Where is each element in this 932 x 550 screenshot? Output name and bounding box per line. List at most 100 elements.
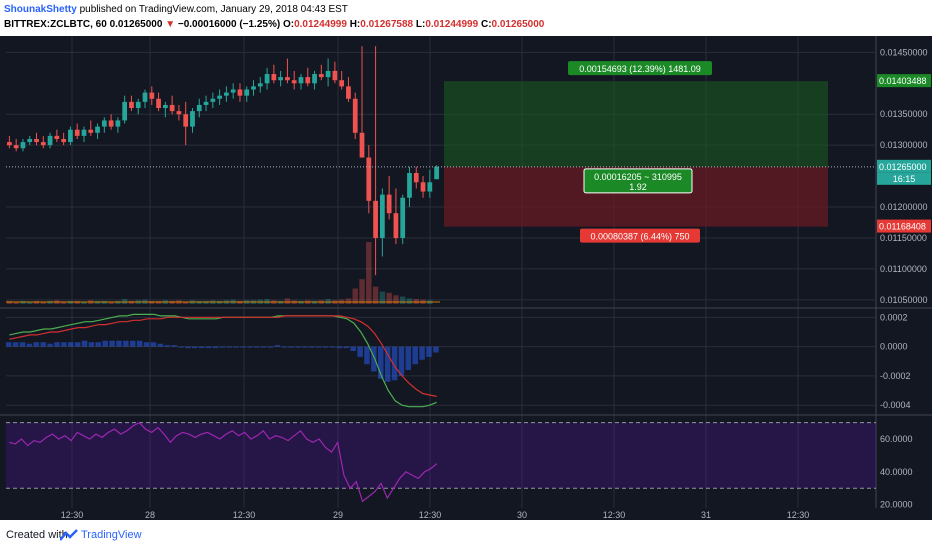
macd-histogram-bar xyxy=(295,346,301,348)
candle-body xyxy=(95,126,100,133)
candle-body xyxy=(210,98,216,102)
close-label: C: xyxy=(480,19,492,30)
chart-header: ShounakShetty published on TradingView.c… xyxy=(0,0,932,36)
macd-histogram-bar xyxy=(130,340,136,347)
candle-body xyxy=(339,80,345,87)
macd-histogram-bar xyxy=(33,342,40,347)
ratio-label-text: 0.00016205 ~ 310995 xyxy=(594,172,682,182)
macd-histogram-bar xyxy=(54,342,60,347)
ratio-label-box xyxy=(583,168,693,194)
footer: Created with TradingView xyxy=(0,520,932,550)
macd-histogram-bar xyxy=(61,342,67,347)
macd-tick-label: -0.0004 xyxy=(880,400,911,410)
stop-label-text: 0.00080387 (6.44%) 750 xyxy=(590,232,689,242)
entry-price-tag-box xyxy=(877,159,931,173)
macd-tick-label: -0.0002 xyxy=(880,371,911,381)
chart-canvas[interactable]: 12:30 28 12:30 29 12:30 30 12:30 31 12:30 0.01450… xyxy=(0,36,932,520)
candle-body xyxy=(88,129,94,133)
candle-body xyxy=(20,142,26,149)
chart-area[interactable]: 12:30 28 12:30 29 12:30 30 12:30 31 12:30 0.01450… xyxy=(0,36,932,520)
x-tick-label: 12:30 xyxy=(603,510,626,520)
candle-body xyxy=(149,92,155,99)
candle-body xyxy=(359,132,365,158)
volume-bar xyxy=(352,288,358,304)
macd-histogram-bar xyxy=(350,346,356,352)
macd-histogram-bar xyxy=(6,342,12,347)
macd-histogram-bar xyxy=(398,346,405,376)
symbol-line: BITTREX:ZCLBTC, 60 0.01265000 ▼ −0.00016… xyxy=(4,19,544,30)
candle-body xyxy=(190,111,195,127)
macd-histogram-bar xyxy=(433,346,439,353)
volume-bar xyxy=(359,279,365,304)
macd-histogram-bar xyxy=(178,346,184,348)
macd-histogram-bar xyxy=(47,343,53,347)
candle-body xyxy=(101,120,107,127)
rsi-tick-label: 60.0000 xyxy=(880,434,913,444)
macd-histogram-bar xyxy=(205,346,212,349)
macd-histogram-bar xyxy=(123,340,129,347)
target-label-text: 0.00154693 (12.39%) 1481.09 xyxy=(579,64,701,74)
candle-body xyxy=(305,77,311,84)
candle-body xyxy=(386,194,392,214)
macd-histogram-bar xyxy=(412,346,418,365)
macd-histogram-bar xyxy=(419,346,425,360)
candle-body xyxy=(434,166,439,180)
candle-body xyxy=(183,114,189,127)
x-tick-label: 28 xyxy=(145,510,155,520)
x-tick-label: 12:30 xyxy=(787,510,810,520)
x-tick-label: 12:30 xyxy=(419,510,442,520)
macd-histogram-bar xyxy=(364,346,370,365)
x-tick-label: 12:30 xyxy=(233,510,256,520)
price-tick-label: 0.01050000 xyxy=(880,295,928,305)
signal-line xyxy=(9,315,437,397)
macd-histogram-bar xyxy=(260,346,267,348)
macd-histogram-bar xyxy=(185,346,191,349)
candle-body xyxy=(400,197,406,238)
author-name[interactable]: ShounakShetty xyxy=(4,4,77,15)
candle-body xyxy=(217,95,222,99)
stop-price-tag-box xyxy=(877,219,931,233)
macd-histogram-bar xyxy=(343,346,350,349)
stop-label-box xyxy=(580,228,700,243)
candle-body xyxy=(34,138,39,143)
target-zone xyxy=(444,81,828,167)
high-value: 0.01267588 xyxy=(360,19,414,30)
volume-bar xyxy=(379,291,386,304)
macd-histogram-bar xyxy=(12,342,19,347)
candle-body xyxy=(122,101,128,121)
tradingview-logo-icon xyxy=(60,529,78,541)
macd-histogram-bar xyxy=(88,342,95,347)
macd-histogram-bar xyxy=(267,346,274,348)
candle-body xyxy=(27,138,33,143)
price-tick-label: 0.01300000 xyxy=(880,140,928,150)
last-price: 0.01265000 xyxy=(109,19,163,30)
candle-body xyxy=(237,89,243,96)
macd-histogram-bar xyxy=(109,340,115,347)
stop-label: 0.00080387 (6.44%) 750 xyxy=(580,228,700,243)
macd-histogram-bar xyxy=(384,346,391,382)
rsi-tick-label: 40.0000 xyxy=(880,467,913,477)
volume-bar xyxy=(372,286,379,304)
macd-histogram-bar xyxy=(164,345,170,347)
target-label-box xyxy=(568,61,712,76)
candle-body xyxy=(413,173,419,183)
candle-body xyxy=(115,120,121,127)
publish-line: ShounakShetty published on TradingView.c… xyxy=(4,4,348,15)
candle-body xyxy=(162,104,168,109)
candle-body xyxy=(224,92,229,96)
candle-body xyxy=(332,70,338,81)
macd-histogram-bar xyxy=(150,342,157,347)
macd-histogram-bar xyxy=(426,346,432,357)
macd-histogram-bar xyxy=(357,346,363,357)
candle-body xyxy=(379,194,385,238)
macd-histogram-bar xyxy=(371,346,377,372)
macd-histogram-bar xyxy=(405,346,412,371)
volume-bar xyxy=(399,296,406,304)
close-value: 0.01265000 xyxy=(491,19,545,30)
volume-bar xyxy=(13,301,19,304)
low-label: L: xyxy=(415,19,426,30)
candle-body xyxy=(81,129,87,136)
tradingview-brand[interactable]: TradingView xyxy=(81,529,142,541)
macd-histogram-bar xyxy=(26,343,33,347)
macd-histogram-bar xyxy=(136,340,143,347)
